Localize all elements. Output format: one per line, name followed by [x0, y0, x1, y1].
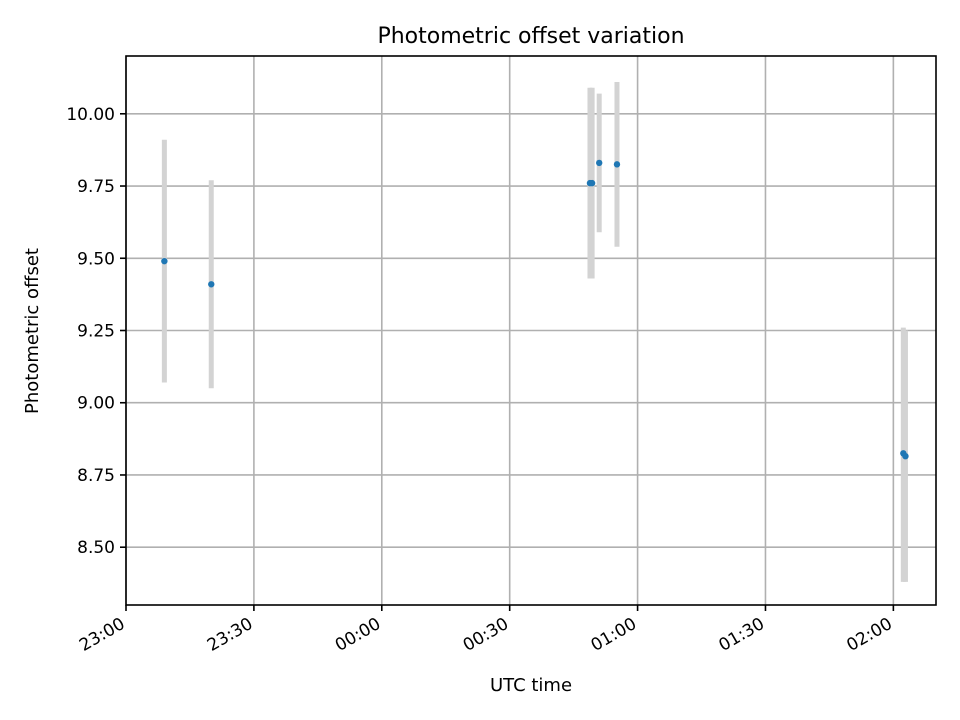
x-axis-ticks: 23:00 23:30 00:00 00:30 01:00 01:30 02:00	[76, 605, 896, 656]
y-axis-ticks: 8.50 8.75 9.00 9.25 9.50 9.75 10.00	[66, 105, 126, 558]
data-points	[161, 159, 909, 460]
x-tick-label: 02:00	[843, 614, 895, 656]
y-axis-label: Photometric offset	[22, 248, 43, 414]
y-tick-label: 9.00	[77, 394, 115, 414]
y-tick-label: 8.50	[77, 538, 115, 558]
x-tick-label: 01:30	[716, 614, 768, 656]
y-tick-label: 9.75	[77, 177, 115, 197]
data-point	[613, 161, 621, 168]
data-point	[208, 281, 215, 288]
chart-title: Photometric offset variation	[377, 24, 684, 49]
x-tick-label: 23:30	[204, 614, 256, 656]
x-tick-label: 00:00	[332, 614, 384, 656]
error-bars	[161, 82, 908, 582]
y-tick-label: 8.75	[77, 466, 115, 486]
data-point	[902, 452, 909, 460]
data-point	[596, 159, 603, 167]
x-tick-label: 00:30	[460, 614, 512, 656]
y-tick-label: 9.50	[77, 249, 115, 269]
data-point	[161, 257, 168, 265]
grid	[125, 56, 936, 605]
y-tick-label: 9.25	[77, 322, 115, 342]
x-tick-label: 23:00	[76, 614, 128, 656]
y-tick-label: 10.00	[66, 105, 115, 125]
x-tick-label: 01:00	[588, 614, 640, 656]
data-point	[588, 179, 596, 187]
x-axis-label: UTC time	[490, 675, 572, 696]
